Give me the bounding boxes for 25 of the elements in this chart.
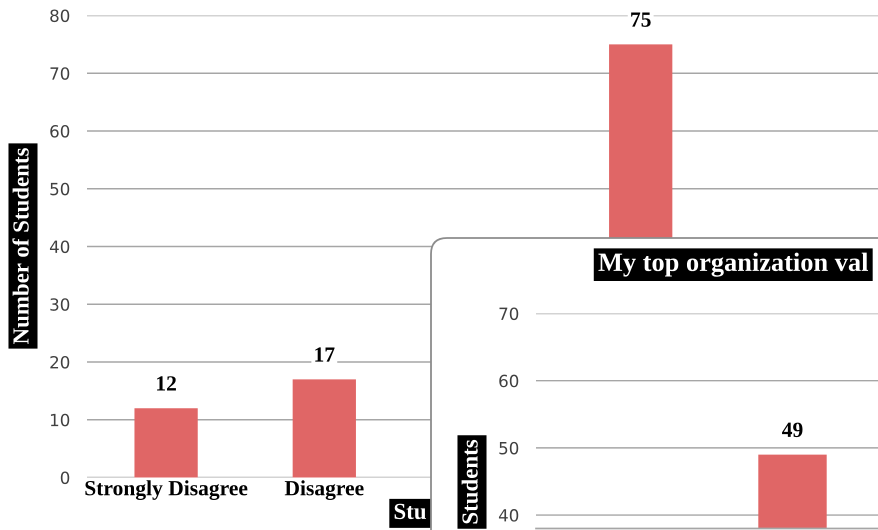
y-tick-label: 80 [50,9,70,22]
data-label: 75 [631,12,651,27]
x-axis-title: Stu [394,504,426,520]
y-axis-title: Number of Students [12,148,29,344]
y-tick-label: 70 [50,67,70,80]
bar [292,379,356,478]
y-tick-label: 0 [60,471,70,484]
y-axis-title: Students [462,440,478,524]
y-tick-label: 40 [50,240,70,254]
y-tick-label: 30 [50,298,70,311]
bar [134,408,198,478]
data-label: 17 [315,347,335,362]
x-tick-label: Disagree [284,480,364,500]
chart-title: My top organization val [598,252,868,277]
data-label: 49 [782,422,802,438]
y-tick-label: 60 [499,374,518,388]
y-tick-label: 60 [50,124,70,138]
data-label: 12 [157,376,176,390]
y-tick-label: 50 [50,182,70,196]
x-tick-label: Strongly Disagree [85,480,248,500]
y-tick-label: 20 [50,356,70,369]
y-tick-label: 50 [499,442,518,454]
y-tick-label: 10 [50,414,70,426]
y-tick-label: 40 [498,509,518,522]
y-tick-label: 70 [499,307,518,320]
